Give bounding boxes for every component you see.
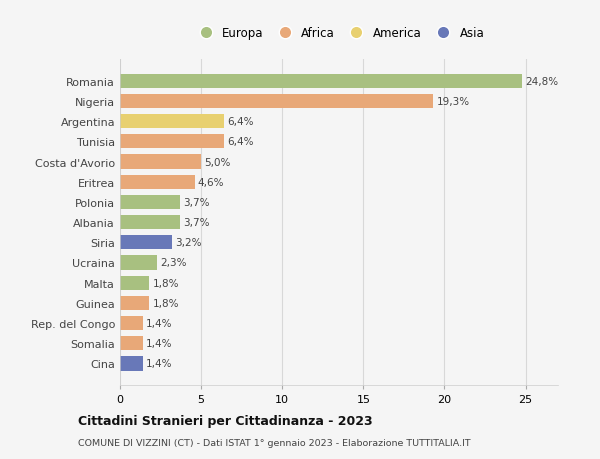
Bar [120, 296, 149, 310]
Text: 4,6%: 4,6% [198, 177, 224, 187]
Text: 6,4%: 6,4% [227, 137, 254, 147]
Bar [120, 95, 433, 109]
Text: 6,4%: 6,4% [227, 117, 254, 127]
Text: 1,4%: 1,4% [146, 339, 172, 348]
Text: 1,8%: 1,8% [152, 298, 179, 308]
Bar [120, 135, 224, 149]
Bar [120, 216, 180, 230]
Text: 3,2%: 3,2% [175, 238, 202, 248]
Bar [120, 357, 143, 371]
Text: Cittadini Stranieri per Cittadinanza - 2023: Cittadini Stranieri per Cittadinanza - 2… [78, 414, 373, 428]
Legend: Europa, Africa, America, Asia: Europa, Africa, America, Asia [190, 23, 488, 43]
Text: 3,7%: 3,7% [183, 197, 210, 207]
Bar [120, 155, 201, 169]
Text: 2,3%: 2,3% [161, 258, 187, 268]
Text: 1,8%: 1,8% [152, 278, 179, 288]
Bar [120, 316, 143, 330]
Text: 24,8%: 24,8% [526, 77, 559, 87]
Text: 19,3%: 19,3% [436, 97, 469, 106]
Text: 3,7%: 3,7% [183, 218, 210, 228]
Text: COMUNE DI VIZZINI (CT) - Dati ISTAT 1° gennaio 2023 - Elaborazione TUTTITALIA.IT: COMUNE DI VIZZINI (CT) - Dati ISTAT 1° g… [78, 438, 470, 447]
Bar [120, 175, 194, 190]
Bar [120, 336, 143, 351]
Bar [120, 74, 523, 89]
Text: 5,0%: 5,0% [205, 157, 231, 167]
Bar [120, 196, 180, 209]
Bar [120, 236, 172, 250]
Bar [120, 276, 149, 290]
Bar [120, 256, 157, 270]
Bar [120, 115, 224, 129]
Text: 1,4%: 1,4% [146, 358, 172, 369]
Text: 1,4%: 1,4% [146, 319, 172, 328]
